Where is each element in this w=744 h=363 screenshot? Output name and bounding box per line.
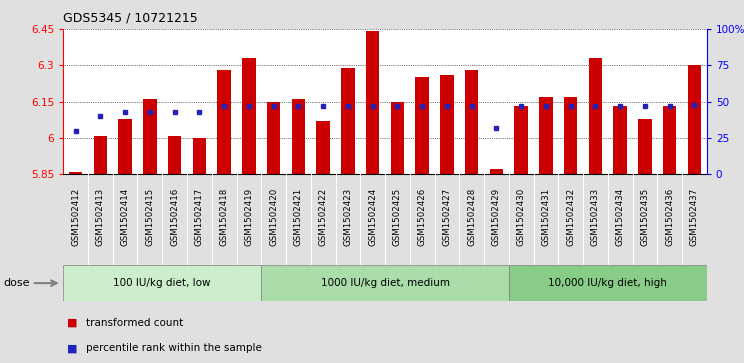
Bar <box>68 172 83 174</box>
Text: ■: ■ <box>67 343 77 354</box>
Text: GSM1502419: GSM1502419 <box>244 188 254 246</box>
Text: GSM1502426: GSM1502426 <box>417 188 426 246</box>
Text: GSM1502428: GSM1502428 <box>467 188 476 246</box>
Bar <box>589 58 602 174</box>
Bar <box>415 77 429 174</box>
Text: percentile rank within the sample: percentile rank within the sample <box>86 343 261 354</box>
Bar <box>94 135 107 174</box>
Bar <box>168 135 182 174</box>
Bar <box>440 75 454 174</box>
Text: GSM1502435: GSM1502435 <box>641 188 650 246</box>
Bar <box>391 102 404 174</box>
Text: GSM1502427: GSM1502427 <box>443 188 452 246</box>
Bar <box>638 119 652 174</box>
Bar <box>663 106 676 174</box>
Text: 100 IU/kg diet, low: 100 IU/kg diet, low <box>114 278 211 288</box>
Text: GSM1502422: GSM1502422 <box>318 188 327 246</box>
Text: GSM1502413: GSM1502413 <box>96 188 105 246</box>
Bar <box>242 58 256 174</box>
Text: GSM1502418: GSM1502418 <box>219 188 228 246</box>
Text: GSM1502421: GSM1502421 <box>294 188 303 246</box>
Text: GSM1502437: GSM1502437 <box>690 188 699 246</box>
Text: 1000 IU/kg diet, medium: 1000 IU/kg diet, medium <box>321 278 449 288</box>
Text: GSM1502429: GSM1502429 <box>492 188 501 246</box>
Bar <box>341 68 355 174</box>
Bar <box>366 32 379 174</box>
Text: GDS5345 / 10721215: GDS5345 / 10721215 <box>63 12 198 25</box>
Bar <box>514 106 528 174</box>
Text: GSM1502416: GSM1502416 <box>170 188 179 246</box>
Text: GSM1502431: GSM1502431 <box>542 188 551 246</box>
Bar <box>261 265 509 301</box>
Text: transformed count: transformed count <box>86 318 183 328</box>
Text: GSM1502424: GSM1502424 <box>368 188 377 246</box>
Bar <box>118 119 132 174</box>
Bar <box>539 97 553 174</box>
Text: GSM1502423: GSM1502423 <box>344 188 353 246</box>
Bar <box>63 265 261 301</box>
Bar <box>509 265 707 301</box>
Bar <box>217 70 231 174</box>
Text: GSM1502432: GSM1502432 <box>566 188 575 246</box>
Bar <box>564 97 577 174</box>
Text: GSM1502436: GSM1502436 <box>665 188 674 246</box>
Bar <box>143 99 157 174</box>
Text: GSM1502414: GSM1502414 <box>121 188 129 246</box>
Bar <box>490 170 503 174</box>
Bar <box>613 106 627 174</box>
Text: dose: dose <box>4 278 31 288</box>
Text: GSM1502412: GSM1502412 <box>71 188 80 246</box>
Bar <box>292 99 305 174</box>
Bar <box>465 70 478 174</box>
Text: GSM1502417: GSM1502417 <box>195 188 204 246</box>
Text: GSM1502434: GSM1502434 <box>616 188 625 246</box>
Bar <box>687 65 702 174</box>
Text: ■: ■ <box>67 318 77 328</box>
Bar <box>193 138 206 174</box>
Text: GSM1502433: GSM1502433 <box>591 188 600 246</box>
Bar <box>267 102 280 174</box>
Text: GSM1502430: GSM1502430 <box>516 188 526 246</box>
Text: GSM1502415: GSM1502415 <box>145 188 154 246</box>
Text: 10,000 IU/kg diet, high: 10,000 IU/kg diet, high <box>548 278 667 288</box>
Text: GSM1502420: GSM1502420 <box>269 188 278 246</box>
Bar <box>316 121 330 174</box>
Text: GSM1502425: GSM1502425 <box>393 188 402 246</box>
